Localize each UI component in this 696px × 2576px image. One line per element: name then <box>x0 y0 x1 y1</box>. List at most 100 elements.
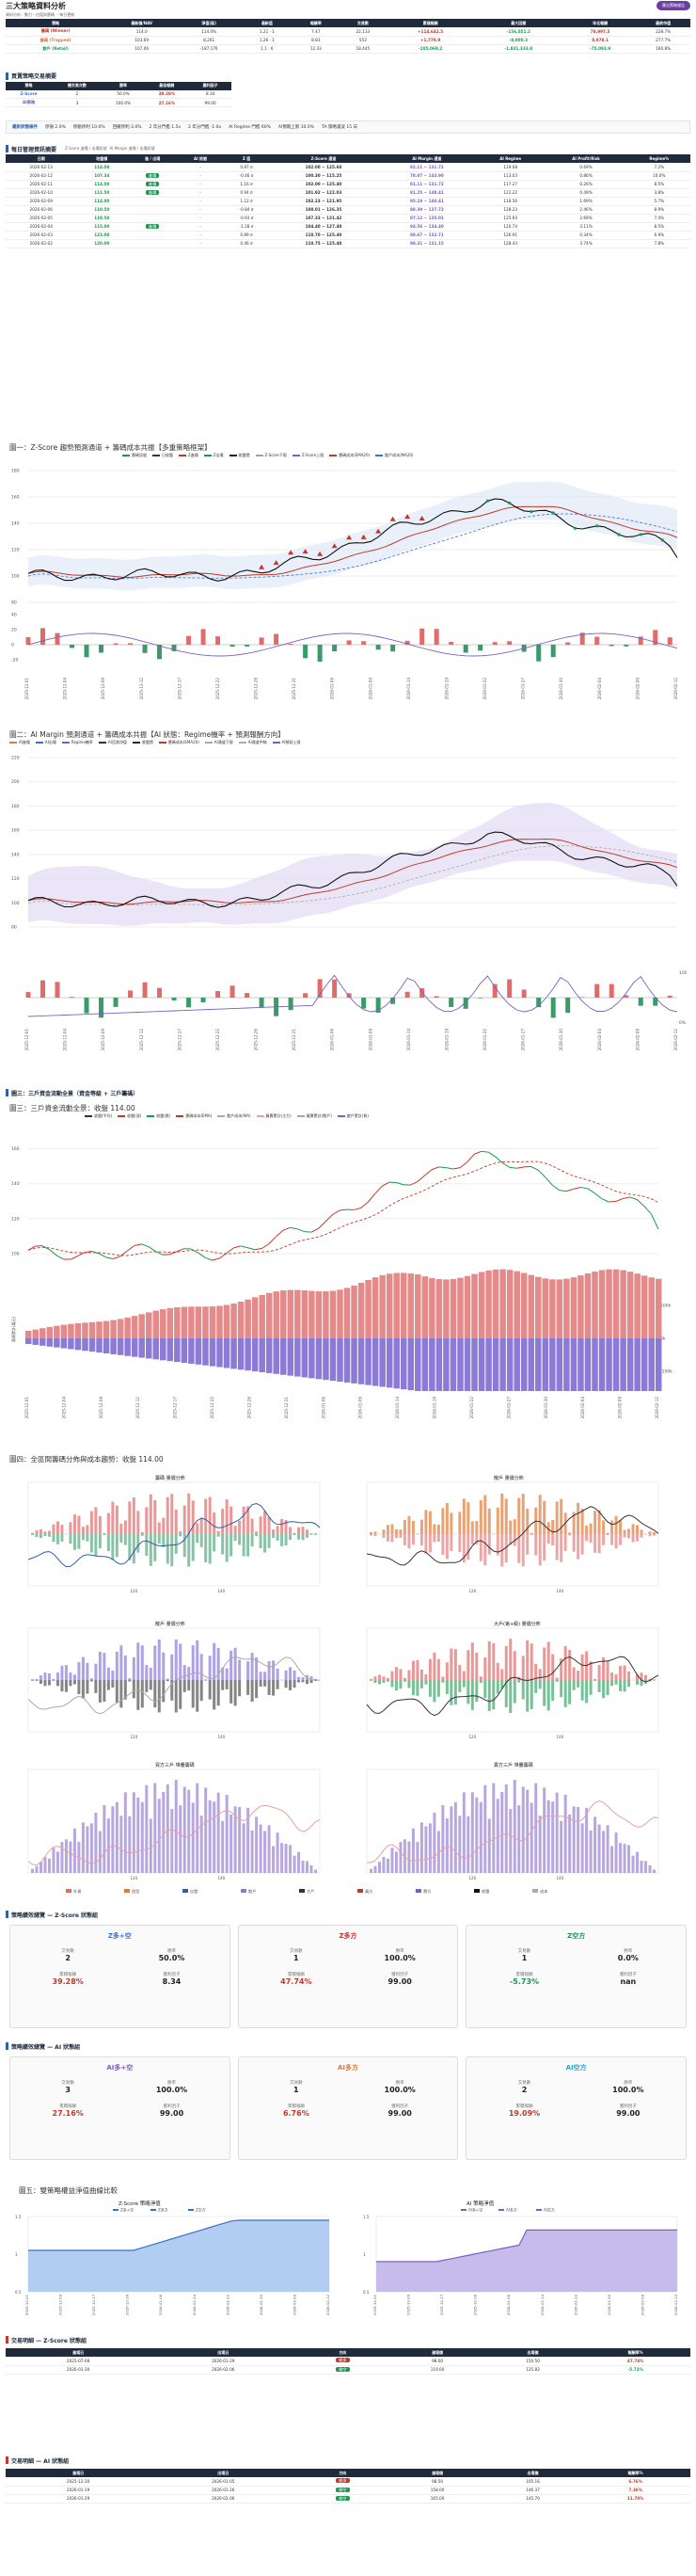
col-header[interactable]: 交易數 <box>337 19 388 27</box>
dist-bar <box>627 1534 631 1539</box>
legend-item[interactable]: AI通道中線 <box>238 740 267 745</box>
legend-item[interactable]: 散戶累計(負) <box>337 1113 369 1119</box>
legend-swatch <box>35 742 43 744</box>
col-header[interactable]: 進場價 <box>389 2348 485 2357</box>
legend-item[interactable]: AI預測上限 <box>272 740 301 745</box>
table-row[interactable]: 2026-02-12 107.34 進場 - -0.46 σ 100.30 ~ 115.2… <box>6 171 690 181</box>
dist-bar <box>496 1680 499 1694</box>
legend-item[interactable]: Regime機率 <box>61 740 93 745</box>
table-row[interactable]: 2026-01-29 2026-02-06 做空 165.00 145.70 11.70% <box>6 2494 690 2504</box>
col-header[interactable]: 策略 <box>6 19 106 27</box>
col-header[interactable]: 報酬率 <box>293 19 338 27</box>
stat-card[interactable]: Z多+空 交易數 2 勝率 50.0% 累積報酬 39.28% 獲利因子 8.34 <box>9 1925 230 2028</box>
table-row[interactable]: 2026-02-02 120.00-0.46 σ 110.75 ~ 125.40 98… <box>6 239 690 248</box>
stat-card[interactable]: AI空方 交易數 2 勝率 100.0% 累積報酬 19.09% 獲利因子 99.00 <box>466 2056 688 2160</box>
legend-item[interactable]: AI回測淨值 <box>98 740 127 745</box>
col-header[interactable]: AI Regime <box>476 154 545 163</box>
col-header[interactable]: 最佳報酬 <box>144 81 190 90</box>
table-row[interactable]: Z-Score 2 50.0% 39.28% 8.34 <box>6 89 231 99</box>
table-row[interactable]: AI策略 3 100.0% 27.16% 99.00 <box>6 98 231 107</box>
table-cell: 100.30 ~ 115.25 <box>270 171 377 181</box>
cell-text: 12.33 <box>309 46 322 51</box>
export-report-button[interactable]: 匯出策略報告 <box>656 1 690 10</box>
col-header[interactable]: 進場日 <box>6 2348 151 2357</box>
legend-item[interactable]: 收盤(跌) <box>147 1113 170 1119</box>
col-header[interactable]: 最新值 <box>240 19 294 27</box>
stat-card[interactable]: Z多方 交易數 1 勝率 100.0% 累積報酬 47.74% 獲利因子 99.00 <box>237 1925 459 2028</box>
legend-item[interactable]: Z-Score下限 <box>255 453 287 458</box>
col-header[interactable]: 最新價/NAV <box>105 19 179 27</box>
table-row[interactable]: 2026-02-10 111.50 進場 -0.94 σ 101.92 ~ 122.03… <box>6 188 690 198</box>
col-header[interactable]: 獲利因子 <box>189 81 231 90</box>
table-row[interactable]: 2025-12-30 2026-01-05 做多 98.50 105.16 6.76% <box>6 2477 690 2487</box>
legend-item[interactable]: 籌碼訊號 <box>122 453 147 458</box>
col-header[interactable]: 年化報酬 <box>564 19 637 27</box>
legend-item[interactable]: Z-Score上限 <box>292 453 324 458</box>
col-header[interactable]: 出場價 <box>484 2469 581 2477</box>
col-header[interactable]: 進場價 <box>389 2469 485 2477</box>
legend-item[interactable]: AI通道下限 <box>204 740 233 745</box>
col-header[interactable]: 報酬率% <box>580 2469 690 2477</box>
col-header[interactable]: AI Profit/Risk <box>544 154 628 163</box>
legend-item[interactable]: 散戶成本(MA20) <box>375 453 414 458</box>
col-header[interactable]: 總交易次數 <box>52 81 103 90</box>
col-header[interactable]: 出場價 <box>484 2348 581 2357</box>
chart3-title: 圖三：三戶資金流動全景：收盤 114.00 <box>9 1104 135 1112</box>
ai-bar <box>507 979 513 998</box>
legend-item[interactable]: 買賣累計(主力) <box>256 1113 292 1119</box>
dist-bar <box>407 1534 411 1549</box>
col-header[interactable]: Z-Score 通道 <box>270 154 377 163</box>
col-header[interactable]: AI 訊號 <box>178 154 223 163</box>
table-row[interactable]: 2026-02-06 110.50- -0.84 σ 108.01 ~ 126.35 8… <box>6 205 690 215</box>
legend-item[interactable]: 散戶成本(MA) <box>217 1113 251 1119</box>
col-header[interactable]: 出場日 <box>150 2348 296 2357</box>
col-header[interactable]: 勝率 <box>102 81 145 90</box>
table-row[interactable]: 籌碼 (Trapped) 103.69 8,261 1.26 · 1 8.83 553 +1… <box>6 36 690 45</box>
table-row[interactable]: 2026-02-09 114.00-1.12 σ 102.23 ~ 121.95 95… <box>6 197 690 206</box>
col-header[interactable]: 出場日 <box>150 2469 296 2477</box>
col-header[interactable]: Z 值 <box>222 154 271 163</box>
table-row[interactable]: 2026-01-30 2026-02-06 做空 119.00 125.82 -5.73% <box>6 2365 690 2375</box>
table-row[interactable]: 2026-02-05 119.50- -0.93 σ 107.33 ~ 131.42 8… <box>6 214 690 223</box>
legend-item[interactable]: 籌碼成本(EMA) <box>176 1113 212 1119</box>
col-header[interactable]: Regime% <box>627 154 690 163</box>
legend-item[interactable]: AI進場 <box>9 740 30 745</box>
legend-item[interactable]: 收盤價 <box>132 740 153 745</box>
legend-item[interactable]: 收盤(漲) <box>118 1113 141 1119</box>
col-header[interactable]: 方向 <box>295 2348 390 2357</box>
table-row[interactable]: 籌碼 (Winner) 114.0 114.0% 1.21 · 1 7.47 22,133… <box>6 27 690 37</box>
table-row[interactable]: 2026-02-04 115.00 進場 - -1.28 σ 104.40 ~ 127.4… <box>6 222 690 232</box>
col-header[interactable]: 累積報酬 <box>388 19 473 27</box>
col-header[interactable]: 收盤價 <box>76 154 128 163</box>
legend-item[interactable]: 日收盤 <box>152 453 173 458</box>
col-header[interactable]: 最終市值 <box>636 19 690 27</box>
legend-item[interactable]: 籌碼成本(EMA20) <box>329 453 370 458</box>
legend-item[interactable]: 買賣累計(散戶) <box>296 1113 332 1119</box>
table-row[interactable]: 2026-02-13 114.00-0.87 σ 102.00 ~ 125.60 92… <box>6 163 690 172</box>
col-header[interactable]: 報酬率% <box>580 2348 690 2357</box>
legend-item[interactable]: 收盤價 <box>229 453 250 458</box>
col-header[interactable]: 方向 <box>295 2469 390 2477</box>
col-header[interactable]: 進場日 <box>6 2469 151 2477</box>
stat-card[interactable]: AI多+空 交易數 3 勝率 100.0% 累積報酬 27.16% 獲利因子 99.00 <box>9 2056 230 2160</box>
col-header[interactable]: 最大回撤 <box>472 19 565 27</box>
stat-card[interactable]: AI多方 交易數 1 勝率 100.0% 累積報酬 6.76% 獲利因子 99.00 <box>237 2056 459 2160</box>
table-row[interactable]: 2026-01-19 2026-01-26 做空 158.00 146.37 7.36% <box>6 2486 690 2495</box>
col-header[interactable]: 淨值(區) <box>178 19 241 27</box>
stat-card[interactable]: Z空方 交易數 1 勝率 0.0% 累積報酬 -5.73% 獲利因子 nan <box>466 1925 688 2028</box>
table-row[interactable]: 2025-07-08 2026-01-29 做多 98.00 150.50 47.74% <box>6 2357 690 2366</box>
legend-item[interactable]: 收盤(平均) <box>85 1113 112 1119</box>
legend-item[interactable]: 籌碼成本(EMA20) <box>158 740 199 745</box>
legend-item[interactable]: AI出場 <box>35 740 56 745</box>
table-row[interactable]: 2026-02-11 114.00 進場 -1.16 σ 102.00 ~ 125.40… <box>6 180 690 189</box>
table-row[interactable]: 散戶 (Retail) 107.06 -187,176 1.1 · 6 12.33 18,… <box>6 44 690 54</box>
col-header[interactable]: 日期 <box>6 154 77 163</box>
col-header[interactable]: AI Margin 通道 <box>376 154 477 163</box>
legend-item[interactable]: Z進場 <box>179 453 198 458</box>
dist-bar <box>483 1680 487 1699</box>
legend-item[interactable]: Z出場 <box>203 453 224 458</box>
col-header[interactable]: 策略 <box>6 81 53 90</box>
dist-bar <box>610 1520 614 1534</box>
table-row[interactable]: 2026-02-03 123.00-0.89 σ 110.70 ~ 125.40 89… <box>6 231 690 240</box>
col-header[interactable]: 進 / 出場 <box>127 154 179 163</box>
